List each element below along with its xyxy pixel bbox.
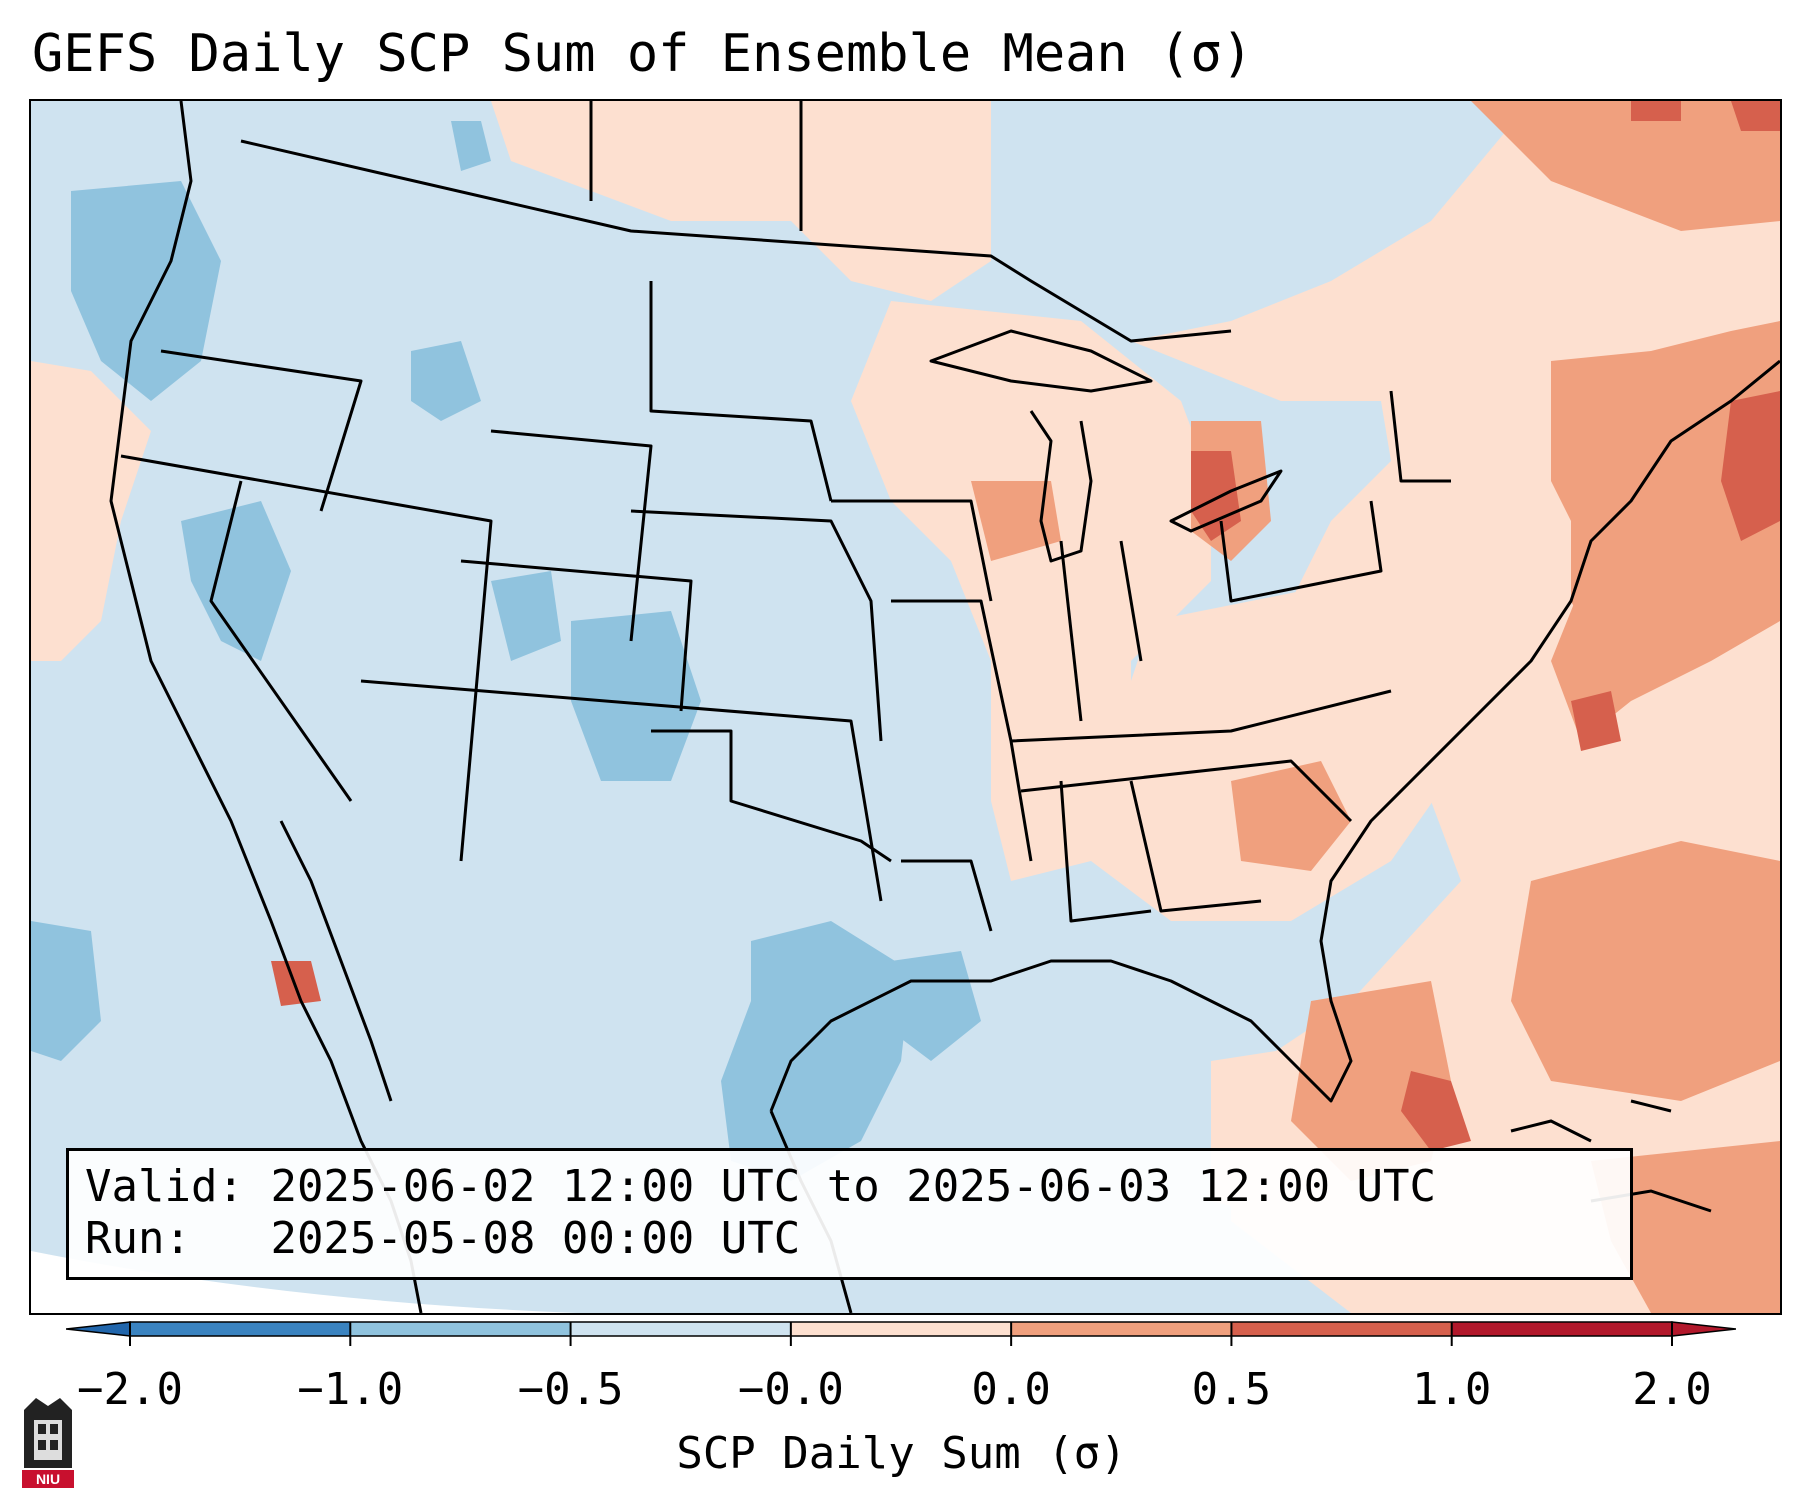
colorbar-tick-label: −2.0 <box>77 1364 183 1415</box>
baja <box>279 820 393 1102</box>
run-line: Run: 2025-05-08 00:00 UTC <box>85 1213 800 1265</box>
valid-line: Valid: 2025-06-02 12:00 UTC to 2025-06-0… <box>85 1161 1436 1213</box>
colorbar-segment <box>1231 1322 1452 1336</box>
negative-anomaly-regions <box>31 121 981 1181</box>
state-line-15 <box>1119 540 1143 662</box>
svg-text:NIU: NIU <box>36 1471 60 1487</box>
colorbar-extend-high <box>1671 1321 1736 1337</box>
state-line-8 <box>630 509 883 742</box>
state-line-4 <box>360 679 883 902</box>
state-line-12 <box>1010 689 1392 743</box>
state-line-17 <box>1389 390 1451 483</box>
great-lakes-michigan <box>1029 410 1093 563</box>
colorbar-label: SCP Daily Sum (σ) <box>676 1428 1127 1479</box>
state-line-6 <box>649 281 833 502</box>
colorbar-tick-label: −0.5 <box>517 1364 624 1415</box>
state-line-7 <box>460 559 693 712</box>
info-box: Valid: 2025-06-02 12:00 UTC to 2025-06-0… <box>66 1148 1633 1280</box>
domain-edge <box>31 1251 931 1313</box>
state-line-2 <box>120 454 493 862</box>
state-line-20 <box>901 859 993 932</box>
colorbar-tick-label: −0.0 <box>737 1364 844 1415</box>
valid-value: 2025-06-02 12:00 UTC to 2025-06-03 12:00… <box>270 1161 1437 1212</box>
scp-map <box>31 101 1780 1313</box>
colorbar-tick-label: 1.0 <box>1411 1364 1492 1415</box>
state-line-13 <box>1020 759 1353 823</box>
gulf-coast <box>769 359 1780 1112</box>
state-line-19 <box>1129 780 1262 913</box>
colorbar-segment <box>350 1322 571 1336</box>
canada-us-border <box>240 139 1232 343</box>
strong-positive-regions <box>271 101 1780 1151</box>
run-value: 2025-05-08 00:00 UTC <box>270 1213 801 1264</box>
state-line-18 <box>1059 780 1152 923</box>
colorbar-segment <box>570 1322 791 1336</box>
colorbar-segment <box>1011 1322 1232 1336</box>
state-line-1 <box>160 349 363 512</box>
moderate-positive-regions <box>971 101 1780 1313</box>
map-panel <box>29 99 1782 1315</box>
valid-label: Valid: <box>85 1161 244 1212</box>
colorbar-segment <box>130 1322 351 1336</box>
state-line-14 <box>1059 540 1083 722</box>
colorbar-segment <box>1451 1322 1672 1336</box>
niu-logo: NIU <box>22 1398 74 1488</box>
state-line-16 <box>1219 500 1383 603</box>
map-title: GEFS Daily SCP Sum of Ensemble Mean (σ) <box>32 24 1253 84</box>
colorbar <box>66 1321 1736 1346</box>
state-line-9 <box>651 729 892 863</box>
state-line-11 <box>831 499 993 602</box>
colorbar-tick-label: 2.0 <box>1632 1364 1712 1415</box>
colorbar-tick-label: −1.0 <box>297 1364 404 1415</box>
colorbar-segment <box>790 1322 1012 1336</box>
great-lakes-superior <box>929 329 1153 393</box>
colorbar-extend-low <box>66 1321 131 1337</box>
lake-erie <box>1169 469 1283 533</box>
state-line-10 <box>891 599 1033 862</box>
colorbar-tick-label: 0.5 <box>1191 1364 1272 1415</box>
state-line-3 <box>209 480 353 802</box>
colorbar-tick-label: 0.0 <box>971 1364 1051 1415</box>
run-label: Run: <box>85 1213 191 1264</box>
